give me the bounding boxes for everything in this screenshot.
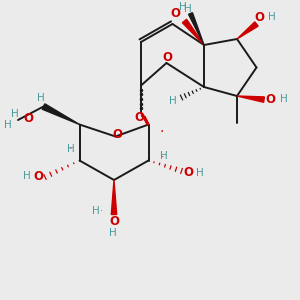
- Polygon shape: [111, 180, 117, 214]
- Text: H: H: [22, 171, 30, 182]
- Text: O: O: [33, 170, 43, 183]
- Text: H: H: [37, 93, 44, 103]
- Polygon shape: [42, 104, 80, 124]
- Text: O: O: [162, 51, 172, 64]
- Text: H: H: [160, 151, 167, 161]
- Polygon shape: [237, 96, 264, 102]
- Text: H: H: [179, 2, 187, 13]
- Text: H: H: [268, 12, 275, 22]
- Text: O: O: [109, 214, 119, 228]
- Text: O: O: [266, 92, 276, 106]
- Text: H: H: [11, 109, 19, 119]
- Text: ·: ·: [161, 152, 164, 162]
- Polygon shape: [237, 22, 258, 39]
- Polygon shape: [189, 13, 204, 45]
- Text: H: H: [184, 4, 191, 14]
- Text: O: O: [254, 11, 264, 24]
- Text: H: H: [169, 96, 176, 106]
- Polygon shape: [182, 19, 204, 45]
- Text: H: H: [280, 94, 287, 104]
- Text: O: O: [112, 128, 122, 142]
- Text: O: O: [23, 112, 34, 125]
- Text: H·: H·: [92, 206, 104, 217]
- Text: H: H: [196, 167, 204, 178]
- Text: O: O: [170, 7, 181, 20]
- Text: H: H: [109, 227, 116, 238]
- Text: O: O: [134, 111, 145, 124]
- Text: ·: ·: [160, 125, 164, 139]
- Text: H: H: [4, 119, 11, 130]
- Text: O: O: [183, 166, 193, 179]
- Text: ·: ·: [69, 144, 72, 154]
- Text: H: H: [67, 144, 74, 154]
